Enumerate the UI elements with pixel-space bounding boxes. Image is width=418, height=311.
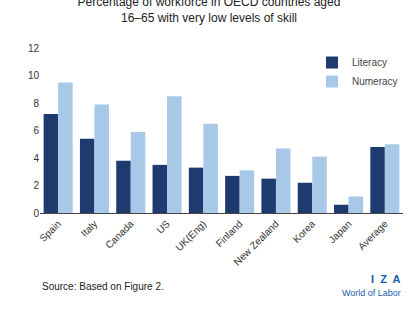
svg-text:Percentage of workforce in OEC: Percentage of workforce in OECD countrie… bbox=[78, 0, 341, 25]
svg-text:Literacy: Literacy bbox=[352, 57, 387, 68]
svg-text:6: 6 bbox=[33, 125, 39, 136]
svg-text:US: US bbox=[154, 218, 172, 236]
svg-text:Japan: Japan bbox=[326, 218, 353, 245]
svg-text:UK(Eng): UK(Eng) bbox=[173, 218, 208, 253]
svg-text:World of Labor: World of Labor bbox=[342, 288, 401, 298]
svg-text:Korea: Korea bbox=[291, 218, 318, 245]
svg-text:8: 8 bbox=[33, 98, 39, 109]
svg-text:New Zealand: New Zealand bbox=[231, 218, 280, 267]
svg-text:2: 2 bbox=[33, 180, 39, 191]
svg-text:I Z A: I Z A bbox=[371, 273, 401, 285]
svg-text:12: 12 bbox=[28, 43, 40, 54]
svg-text:Italy: Italy bbox=[79, 218, 100, 239]
svg-text:Spain: Spain bbox=[37, 218, 63, 244]
svg-text:Average: Average bbox=[356, 218, 390, 252]
svg-text:Source: Based on Figure 2.: Source: Based on Figure 2. bbox=[42, 281, 164, 292]
svg-text:Canada: Canada bbox=[103, 218, 136, 251]
svg-text:10: 10 bbox=[28, 70, 40, 81]
svg-text:4: 4 bbox=[33, 153, 39, 164]
svg-text:0: 0 bbox=[33, 208, 39, 219]
svg-text:Finland: Finland bbox=[214, 218, 245, 249]
svg-text:Numeracy: Numeracy bbox=[352, 76, 398, 87]
